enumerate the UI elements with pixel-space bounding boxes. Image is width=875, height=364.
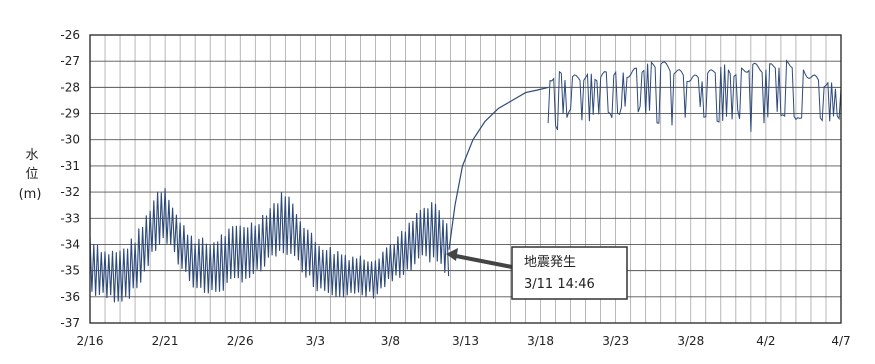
x-tick-label: 4/2 xyxy=(756,334,775,348)
x-tick-label: 3/23 xyxy=(602,334,629,348)
annotation-title: 地震発生 xyxy=(524,255,576,270)
annotation-arrowhead xyxy=(446,248,458,261)
series-line-recovery xyxy=(448,86,549,250)
y-axis-label-char: 位 xyxy=(25,167,38,182)
annotation-arrow xyxy=(450,253,513,269)
x-tick-label: 3/18 xyxy=(527,334,554,348)
annotation-box xyxy=(511,246,628,300)
series-line-post-earthquake xyxy=(547,59,842,132)
x-tick-label: 3/8 xyxy=(381,334,400,348)
y-tick-label: -30 xyxy=(60,133,80,147)
x-tick-label: 3/13 xyxy=(452,334,479,348)
series-water-level xyxy=(89,59,842,303)
y-tick-label: -31 xyxy=(60,159,80,173)
x-tick-label: 2/16 xyxy=(77,334,104,348)
x-tick-label: 2/21 xyxy=(152,334,179,348)
x-tick-label: 4/7 xyxy=(831,334,850,348)
x-tick-labels: 2/16 2/21 2/26 3/3 3/8 3/13 3/18 3/23 3/28 4/2 4/7 xyxy=(77,334,851,348)
y-tick-label: -33 xyxy=(60,211,80,225)
x-tick-label: 3/28 xyxy=(677,334,704,348)
y-tick-label: -27 xyxy=(60,54,80,68)
y-tick-label: -34 xyxy=(60,237,80,251)
y-tick-label: -32 xyxy=(60,185,80,199)
y-axis-label-unit: (m) xyxy=(19,187,42,202)
y-tick-label: -29 xyxy=(60,107,80,121)
plot-frame xyxy=(89,34,842,324)
y-tick-label: -36 xyxy=(60,290,80,304)
x-tick-label: 3/3 xyxy=(306,334,325,348)
y-tick-label: -35 xyxy=(60,264,80,278)
y-tick-labels: -26 -27 -28 -29 -30 -31 -32 -33 -34 -35 -36 -37 xyxy=(60,28,80,330)
x-tick-label: 2/26 xyxy=(227,334,254,348)
annotation-timestamp: 3/11 14:46 xyxy=(524,277,595,292)
y-axis-label-group: 水 位 (m) xyxy=(19,148,42,202)
y-tick-label: -26 xyxy=(60,28,80,42)
plot-border xyxy=(89,34,842,324)
y-axis-label-char: 水 xyxy=(25,148,38,163)
y-tick-label: -37 xyxy=(60,316,80,330)
series-line-pre-earthquake xyxy=(89,188,450,303)
y-tick-label: -28 xyxy=(60,80,80,94)
earthquake-annotation: 地震発生 3/11 14:46 xyxy=(446,246,628,300)
